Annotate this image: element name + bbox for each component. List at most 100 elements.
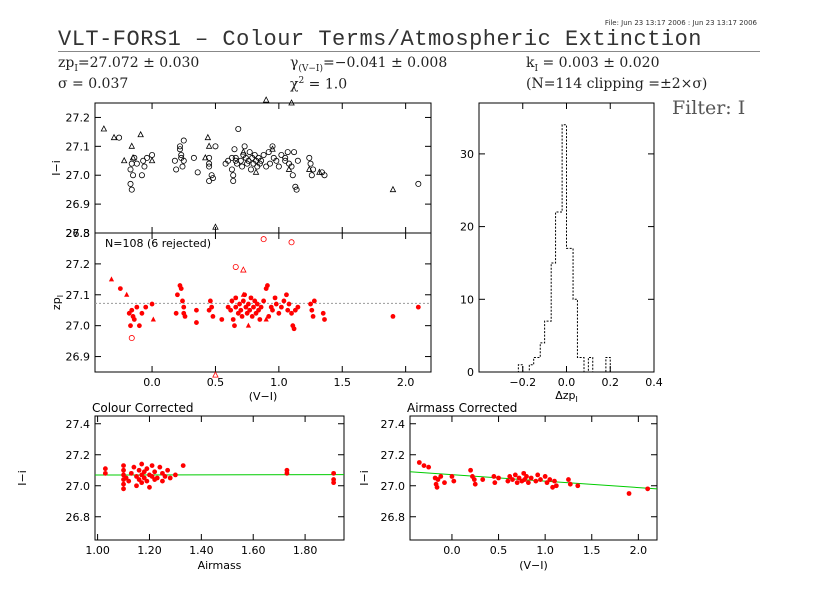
histogram-xlabel-main: Δzp: [555, 389, 575, 402]
airmass-corrected-point: [533, 478, 539, 484]
clipped-zp-point: [245, 322, 252, 328]
clipped-zp-point: [233, 295, 239, 301]
raw-residuals-point: [100, 125, 108, 132]
raw-residuals-point: [240, 148, 247, 155]
airmass-corrected-point: [528, 475, 534, 481]
airmass-corrected-point: [434, 484, 440, 490]
airmass-corrected-point: [645, 486, 651, 492]
clipped-zp-point: [390, 314, 396, 319]
clipped-zp-xtick-label: 0.5: [207, 376, 225, 389]
histogram-ytick-label: 20: [460, 221, 474, 234]
clipped-zp-point: [276, 310, 282, 316]
clipped-zp-point: [232, 263, 239, 270]
gamma-symbol: γ: [290, 55, 299, 71]
histogram-bar: [556, 212, 563, 372]
histogram-bar: [573, 299, 577, 372]
clipped-zp-point: [291, 326, 297, 332]
clipped-zp-point: [228, 307, 234, 313]
airmass-corrected-point: [472, 481, 478, 487]
airmass-corrected-xtick-label: 1.5: [583, 544, 601, 557]
clipped-zp-point: [178, 286, 184, 291]
raw-residuals-point: [244, 160, 251, 167]
histogram-bar: [606, 357, 610, 372]
raw-residuals-point: [127, 166, 134, 173]
chi-superscript: 2: [298, 76, 305, 86]
clipped-zp-point: [415, 304, 421, 310]
colour-corrected-point: [147, 484, 152, 490]
airmass-corrected-point: [525, 480, 531, 486]
colour-corrected-xtick-label: 1.40: [189, 544, 214, 557]
raw-residuals-ytick-label: 27.1: [66, 140, 91, 153]
histogram-bar: [588, 357, 592, 372]
colour-corrected-point: [126, 478, 132, 484]
clipped-zp-point: [207, 298, 213, 304]
airmass-corrected-point: [575, 483, 581, 489]
raw-residuals-point: [230, 172, 237, 179]
airmass-corrected-point: [566, 477, 571, 482]
colour-corrected-point: [102, 466, 108, 472]
airmass-corrected-point: [426, 464, 432, 470]
raw-residuals-point: [263, 163, 270, 170]
clipped-zp-point: [278, 304, 284, 310]
airmass-corrected-point: [512, 472, 518, 478]
clipped-zp-point: [285, 307, 291, 313]
histogram-bar: [518, 365, 522, 372]
airmass-corrected-title: Airmass Corrected: [407, 401, 517, 415]
clipped-zp-xlabel: (V−I): [249, 390, 278, 403]
raw-residuals-point: [127, 180, 134, 187]
raw-residuals-point: [260, 151, 267, 158]
raw-residuals-point: [176, 143, 183, 150]
clipped-zp-xtick-label: 1.0: [270, 376, 288, 389]
airmass-corrected-point: [524, 474, 529, 479]
raw-residuals-point: [235, 126, 242, 133]
clipped-zp-point: [233, 304, 239, 310]
airmass-corrected-point: [491, 474, 497, 479]
k-symbol: k: [526, 55, 535, 71]
colour-corrected-point: [121, 463, 126, 468]
airmass-corrected-point: [544, 480, 550, 486]
colour-corrected-ytick-label: 27.0: [66, 480, 91, 493]
k-subscript: I: [534, 63, 539, 74]
clipped-zp-point: [131, 317, 137, 322]
clipped-zp-point: [247, 307, 253, 313]
clipped-zp-point: [240, 298, 246, 304]
raw-residuals-ytick-label: 27.2: [66, 111, 91, 124]
clipped-zp-point: [320, 310, 326, 316]
airmass-corrected-ytick-label: 27.0: [381, 480, 406, 493]
clipped-zp-point: [194, 320, 199, 325]
histogram-outline: [479, 124, 654, 373]
sigma-symbol: σ: [58, 76, 68, 92]
raw-residuals-point: [247, 166, 254, 173]
raw-residuals-point: [265, 149, 272, 156]
histogram-bar: [551, 263, 555, 372]
raw-residuals-point: [131, 154, 138, 161]
colour-corrected-ytick-label: 27.4: [66, 418, 91, 431]
airmass-corrected-point: [535, 472, 541, 478]
raw-residuals-point: [212, 143, 219, 150]
clipped-zp-point: [117, 286, 123, 291]
raw-residuals-point: [288, 163, 295, 170]
raw-residuals-ytick-label: 26.8: [66, 227, 91, 240]
raw-residuals-point: [307, 160, 314, 167]
airmass-corrected-point: [438, 474, 444, 479]
page-title: VLT-FORS1 – Colour Terms/Atmospheric Ext…: [58, 27, 703, 52]
clipped-zp-point: [150, 316, 156, 322]
raw-residuals-point: [282, 154, 289, 161]
histogram-ytick-label: 0: [467, 366, 474, 379]
clipped-zp-point: [286, 301, 292, 307]
sigma-value: = 0.037: [72, 76, 129, 92]
raw-residuals-point: [230, 177, 237, 184]
gamma-stat: γ(V−I)=−0.041 ± 0.008: [290, 55, 447, 74]
file-stamp: File: Jun 23 13:17 2006 : Jun 23 13:17 2…: [604, 19, 757, 27]
clipped-zp-point: [134, 304, 140, 310]
raw-residuals-point: [415, 180, 422, 187]
airmass-corrected-point: [626, 491, 632, 496]
raw-residuals-point: [138, 172, 145, 179]
raw-residuals-point: [241, 143, 248, 150]
colour-corrected-point: [180, 463, 186, 468]
histogram-xtick-label: 0.4: [645, 376, 663, 389]
clipped-zp-point: [143, 304, 149, 310]
colour-corrected-point: [331, 470, 337, 476]
clipped-zp-point: [230, 317, 236, 322]
raw-residuals-point: [246, 149, 253, 156]
